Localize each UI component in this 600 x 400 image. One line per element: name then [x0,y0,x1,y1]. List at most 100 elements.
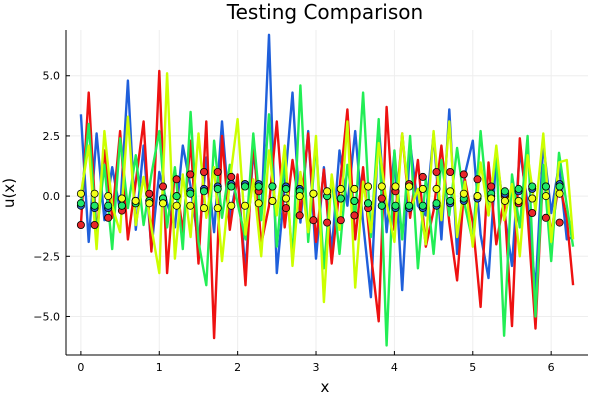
marker-point-4-19 [336,184,345,193]
marker-point-4-21 [364,182,373,191]
marker-point-1-19 [336,216,345,225]
marker-point-1-0 [76,220,85,229]
marker-point-4-9 [199,204,208,213]
y-tick-label: 0.0 [43,190,61,203]
marker-point-3-24 [405,201,414,210]
marker-point-3-9 [199,187,208,196]
marker-point-1-30 [487,182,496,191]
marker-point-3-26 [432,199,441,208]
marker-point-1-35 [555,218,564,227]
marker-point-1-17 [309,216,318,225]
marker-point-3-34 [541,182,550,191]
marker-point-4-23 [391,182,400,191]
marker-point-1-1 [90,220,99,229]
marker-point-1-15 [281,204,290,213]
marker-point-1-6 [158,182,167,191]
marker-point-3-20 [350,196,359,205]
marker-point-4-13 [254,199,263,208]
marker-point-1-28 [459,170,468,179]
marker-point-1-29 [473,175,482,184]
marker-point-4-30 [487,194,496,203]
x-tick-label: 5 [469,361,476,374]
marker-point-3-23 [391,201,400,210]
marker-point-4-12 [240,201,249,210]
y-tick-label: −5.0 [33,310,60,323]
marker-point-4-0 [76,189,85,198]
marker-point-4-16 [295,192,304,201]
marker-point-3-13 [254,182,263,191]
marker-point-3-11 [227,182,236,191]
y-tick-label: −2.5 [33,250,60,263]
y-axis-label: u(x) [0,178,18,208]
marker-point-4-20 [350,184,359,193]
marker-point-3-35 [555,182,564,191]
marker-point-3-12 [240,182,249,191]
axes [65,30,588,356]
marker-point-4-2 [104,192,113,201]
marker-point-4-8 [186,201,195,210]
x-tick-label: 3 [313,361,320,374]
x-axis-label: x [321,378,330,396]
marker-point-1-2 [104,213,113,222]
marker-point-4-29 [473,192,482,201]
x-tick-label: 6 [548,361,555,374]
marker-point-4-35 [555,189,564,198]
marker-point-4-18 [323,187,332,196]
marker-point-4-25 [418,184,427,193]
x-tick-label: 1 [156,361,163,374]
tick-labels: 0 1 2 3 4 5 6 −5.0 −2.5 0.0 2.5 5.0 [33,70,554,374]
marker-point-3-27 [446,196,455,205]
marker-point-3-1 [90,201,99,210]
marker-point-3-8 [186,189,195,198]
marker-point-4-6 [158,199,167,208]
marker-point-4-33 [528,194,537,203]
marker-point-4-26 [432,184,441,193]
marker-point-3-21 [364,199,373,208]
y-tick-label: 5.0 [43,70,61,83]
marker-point-1-25 [418,172,427,181]
marker-point-3-15 [281,184,290,193]
marker-point-4-10 [213,204,222,213]
marker-point-4-34 [541,192,550,201]
marker-point-3-25 [418,201,427,210]
marker-point-1-7 [172,175,181,184]
marker-point-4-24 [405,182,414,191]
marker-point-3-33 [528,182,537,191]
marker-point-1-18 [323,218,332,227]
marker-point-1-22 [377,194,386,203]
marker-point-3-31 [500,187,509,196]
marker-point-1-34 [541,213,550,222]
marker-point-3-0 [76,199,85,208]
marker-point-4-32 [514,196,523,205]
marker-point-1-26 [432,167,441,176]
marker-point-1-8 [186,170,195,179]
marker-point-4-14 [268,196,277,205]
series-line-4 [79,72,575,304]
y-tick-label: 2.5 [43,130,61,143]
marker-point-3-32 [514,184,523,193]
marker-point-4-28 [459,189,468,198]
marker-point-3-22 [377,201,386,210]
marker-point-4-7 [172,201,181,210]
marker-point-3-10 [213,184,222,193]
chart-title: Testing Comparison [226,0,423,24]
x-tick-label: 2 [234,361,241,374]
marker-point-4-15 [281,194,290,203]
marker-point-4-27 [446,187,455,196]
marker-point-1-5 [145,189,154,198]
marker-points [76,167,564,229]
marker-point-3-7 [172,192,181,201]
marker-point-3-2 [104,201,113,210]
marker-point-1-10 [213,167,222,176]
marker-point-4-31 [500,196,509,205]
marker-point-4-1 [90,189,99,198]
marker-point-3-14 [268,182,277,191]
marker-point-4-17 [309,189,318,198]
marker-point-1-33 [528,208,537,217]
x-tick-label: 0 [77,361,84,374]
marker-point-1-16 [295,211,304,220]
marker-point-1-9 [199,167,208,176]
x-tick-label: 4 [391,361,398,374]
